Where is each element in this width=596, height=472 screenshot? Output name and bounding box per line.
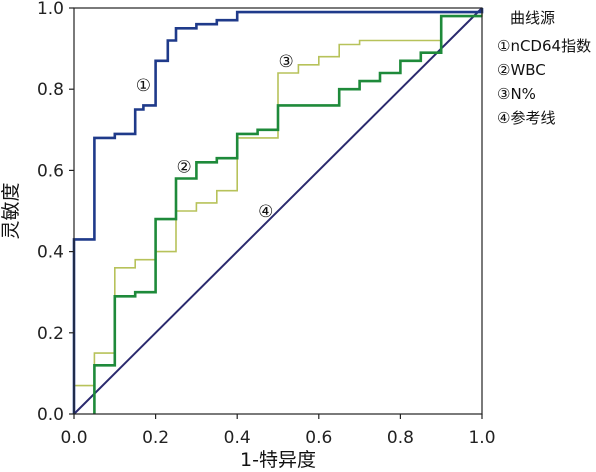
legend-entry: ④参考线 — [497, 109, 555, 127]
x-tick-label: 0.2 — [142, 428, 169, 448]
legend: 曲线源 ①nCD64指数 ②WBC ③N% ④参考线 — [497, 9, 591, 127]
y-tick-label: 0.4 — [37, 243, 64, 263]
y-axis-label: 灵敏度 — [0, 182, 22, 239]
curve-tag-1: ① — [136, 76, 151, 96]
x-tick-label: 0.0 — [60, 428, 87, 448]
curve-tag-4: ④ — [258, 202, 273, 222]
roc-curves — [72, 7, 484, 415]
x-axis-label: 1-特异度 — [240, 449, 316, 471]
y-tick-label: 0.0 — [37, 405, 64, 425]
curve-tags: ① ② ③ ④ — [136, 52, 294, 222]
axes — [69, 7, 483, 419]
curve-ncd64 — [72, 8, 484, 414]
curve-wbc — [93, 14, 482, 414]
x-tick-label: 0.8 — [387, 428, 414, 448]
legend-title: 曲线源 — [510, 9, 555, 27]
curve-n-percent — [73, 8, 483, 414]
x-tick-label: 0.6 — [305, 428, 332, 448]
legend-entry: ①nCD64指数 — [497, 37, 591, 55]
legend-entry: ③N% — [497, 85, 536, 103]
tick-labels: 0.0 0.2 0.4 0.6 0.8 1.0 0.0 0.2 0.4 0.6 0.8 1.0 — [37, 0, 496, 448]
y-tick-label: 0.2 — [37, 324, 64, 344]
y-tick-label: 0.8 — [37, 80, 64, 100]
curve-reference-line — [73, 7, 483, 415]
x-tick-label: 0.4 — [224, 428, 251, 448]
y-tick-label: 1.0 — [37, 0, 64, 19]
x-tick-label: 1.0 — [468, 428, 495, 448]
legend-entry: ②WBC — [497, 61, 546, 79]
y-tick-label: 0.6 — [37, 161, 64, 181]
curve-tag-3: ③ — [279, 52, 294, 72]
curve-tag-2: ② — [177, 157, 192, 177]
plot-frame — [73, 7, 483, 415]
